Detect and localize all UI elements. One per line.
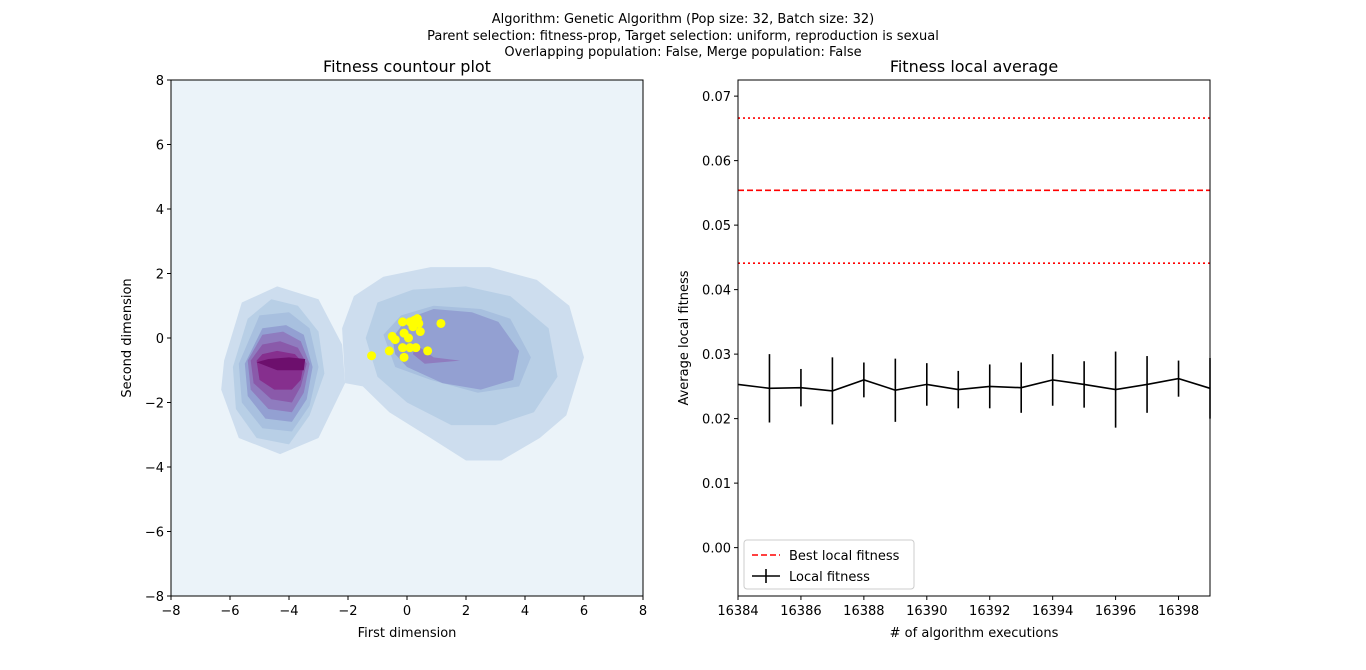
population-point (384, 346, 394, 356)
contour-x-label: First dimension (358, 626, 457, 641)
x-tick-label: −2 (338, 604, 357, 619)
x-tick-label: 16384 (717, 604, 758, 619)
x-tick-label: 16390 (906, 604, 947, 619)
population-point (415, 327, 425, 337)
x-tick-label: −6 (220, 604, 239, 619)
population-point (414, 318, 424, 328)
contour-level-4-region-1 (412, 344, 461, 364)
y-tick-label: 0.04 (702, 284, 731, 299)
y-tick-label: −4 (145, 461, 164, 476)
y-tick-label: 0.03 (702, 348, 731, 363)
legend: Best local fitness Local fitness (743, 539, 915, 590)
x-tick-label: 16394 (1032, 604, 1073, 619)
contour-y-label: Second dimension (120, 278, 135, 397)
line-axes-frame (737, 79, 1211, 597)
suptitle-line-2: Parent selection: fitness-prop, Target s… (427, 29, 939, 44)
x-tick-label: 16388 (843, 604, 884, 619)
line-y-label: Average local fitness (677, 270, 692, 405)
x-tick-label: 16392 (969, 604, 1010, 619)
line-title: Fitness local average (890, 57, 1058, 76)
local-fitness-line (737, 377, 1211, 392)
fitness-line-chart: 16384 16386 16388 16390 16392 16394 16396 16398… (677, 57, 1211, 641)
x-tick-label: 0 (403, 604, 411, 619)
population-point (399, 352, 409, 362)
y-tick-label: 0.01 (702, 477, 731, 492)
line-plot-background (738, 80, 1210, 596)
y-tick-label: −6 (145, 526, 164, 541)
population-point (398, 317, 408, 327)
x-tick-label: 16386 (780, 604, 821, 619)
y-tick-label: −8 (145, 590, 164, 605)
y-tick-label: −2 (145, 397, 164, 412)
population-point (367, 351, 377, 361)
line-x-label: # of algorithm executions (890, 626, 1059, 641)
population-point (436, 318, 446, 328)
legend-local-label: Local fitness (789, 570, 870, 585)
suptitle-line-3: Overlapping population: False, Merge pop… (504, 45, 862, 60)
x-tick-label: 4 (521, 604, 529, 619)
x-tick-label: −4 (279, 604, 298, 619)
population-point (411, 343, 421, 353)
x-tick-label: 16396 (1095, 604, 1136, 619)
contour-title: Fitness countour plot (323, 57, 491, 76)
y-tick-label: 0.05 (702, 219, 731, 234)
x-tick-label: 16398 (1158, 604, 1199, 619)
y-tick-label: 0.06 (702, 155, 731, 170)
population-point (403, 333, 413, 343)
suptitle-line-1: Algorithm: Genetic Algorithm (Pop size: … (491, 12, 875, 27)
x-tick-label: −8 (161, 604, 180, 619)
population-point (423, 346, 433, 356)
x-tick-label: 2 (462, 604, 470, 619)
x-tick-label: 6 (580, 604, 588, 619)
contour-level-7-region-0 (256, 357, 306, 371)
y-tick-label: 2 (156, 268, 164, 283)
y-tick-label: 8 (156, 74, 164, 89)
y-tick-label: 0.07 (702, 90, 731, 105)
y-tick-label: 0.00 (702, 542, 731, 557)
y-tick-label: 0 (156, 332, 164, 347)
y-tick-label: 0.02 (702, 413, 731, 428)
contour-chart: −8 −6 −4 −2 0 2 4 6 8 −8 −6 −4 −2 0 2 4 6 8 Fitness counto… (120, 57, 647, 641)
legend-box (743, 539, 915, 590)
population-point (390, 335, 400, 345)
legend-best-label: Best local fitness (789, 549, 900, 564)
y-tick-label: 4 (156, 203, 164, 218)
x-tick-label: 8 (639, 604, 647, 619)
y-tick-label: 6 (156, 139, 164, 154)
population-point (398, 343, 408, 353)
